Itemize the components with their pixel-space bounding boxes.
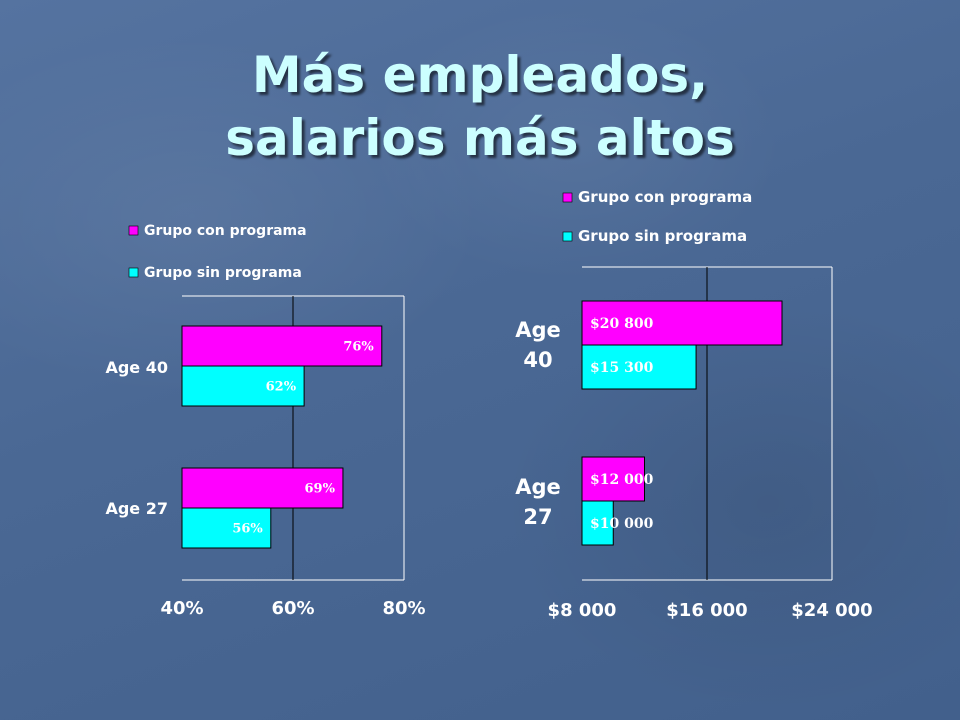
x-tick-label: 60% (271, 598, 314, 619)
legend-label: Grupo sin programa (578, 227, 747, 245)
bar-con (181, 325, 383, 367)
data-label: $15 300 (590, 360, 654, 376)
legend-label: Grupo con programa (144, 223, 307, 239)
data-label: 76% (343, 340, 374, 355)
bar-sin (581, 500, 614, 546)
data-label: $12 000 (590, 472, 654, 488)
title-line-2: salarios más altos (225, 109, 735, 167)
category-label: 27 (523, 505, 552, 529)
legend-swatch (562, 192, 573, 203)
x-tick-label: 40% (160, 598, 203, 619)
data-label: 69% (304, 482, 335, 497)
x-tick-label: $16 000 (666, 600, 747, 621)
category-label: 40 (523, 348, 552, 372)
bar-sin (181, 365, 305, 407)
x-tick-label: 80% (382, 598, 425, 619)
category-label: Age (515, 475, 561, 499)
data-label: $20 800 (590, 316, 654, 332)
data-label: 56% (232, 522, 263, 537)
bar-sin (581, 344, 697, 390)
category-label: Age 27 (105, 499, 168, 518)
legend-swatch (128, 225, 139, 236)
category-label: Age 40 (105, 358, 168, 377)
legend-swatch (128, 267, 139, 278)
bar-sin (181, 507, 272, 549)
bar-con (581, 456, 645, 502)
legend-label: Grupo con programa (578, 188, 752, 206)
x-tick-label: $24 000 (791, 600, 872, 621)
bar-con (181, 467, 344, 509)
x-tick-label: $8 000 (548, 600, 617, 621)
data-label: $10 000 (590, 516, 654, 532)
title-line-1: Más empleados, (251, 46, 709, 104)
legend-label: Grupo sin programa (144, 265, 302, 281)
slide-title: Más empleados, salarios más altos (0, 44, 960, 170)
data-label: 62% (266, 380, 297, 395)
category-label: Age (515, 318, 561, 342)
legend-swatch (562, 231, 573, 242)
